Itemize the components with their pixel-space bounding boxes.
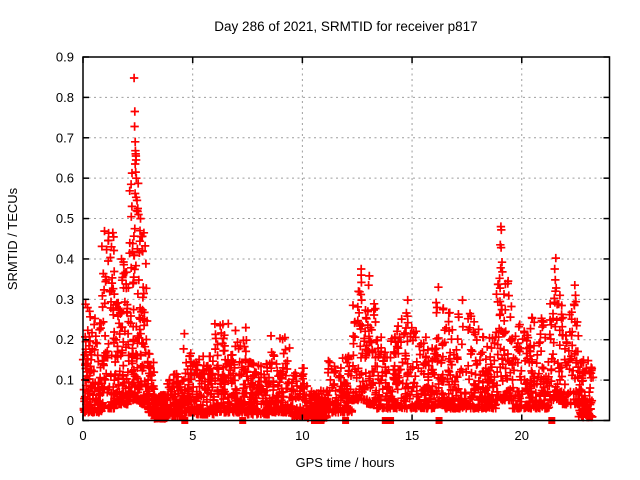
y-tick-label: 0.4	[56, 251, 74, 266]
scatter-points	[78, 73, 598, 423]
y-tick-label: 0.5	[56, 211, 74, 226]
y-tick-label: 0.1	[56, 373, 74, 388]
y-tick-label: 0.8	[56, 90, 74, 105]
grid-lines	[83, 57, 610, 421]
x-axis-label: GPS time / hours	[296, 455, 395, 470]
y-axis-label: SRMTID / TECUs	[5, 187, 20, 290]
y-tick-label: 0.3	[56, 292, 74, 307]
x-tick-label: 15	[405, 428, 419, 443]
tick-marks	[82, 56, 610, 422]
x-tick-label: 5	[189, 428, 196, 443]
chart-title: Day 286 of 2021, SRMTID for receiver p81…	[214, 19, 477, 34]
y-tick-label: 0.7	[56, 130, 74, 145]
x-tick-label: 20	[515, 428, 529, 443]
y-tick-label: 0	[67, 413, 74, 428]
y-tick-label: 0.6	[56, 171, 74, 186]
x-tick-label: 0	[79, 428, 86, 443]
tick-labels: 0 0.1 0.2 0.3 0.4 0.5 0.6 0.7 0.8 0.9 0 5 10 15 20	[56, 50, 529, 444]
plot-frame	[82, 56, 611, 422]
x-tick-label: 10	[295, 428, 309, 443]
y-tick-label: 0.2	[56, 332, 74, 347]
y-tick-label: 0.9	[56, 50, 74, 65]
scatter-plus-markers	[78, 73, 598, 423]
